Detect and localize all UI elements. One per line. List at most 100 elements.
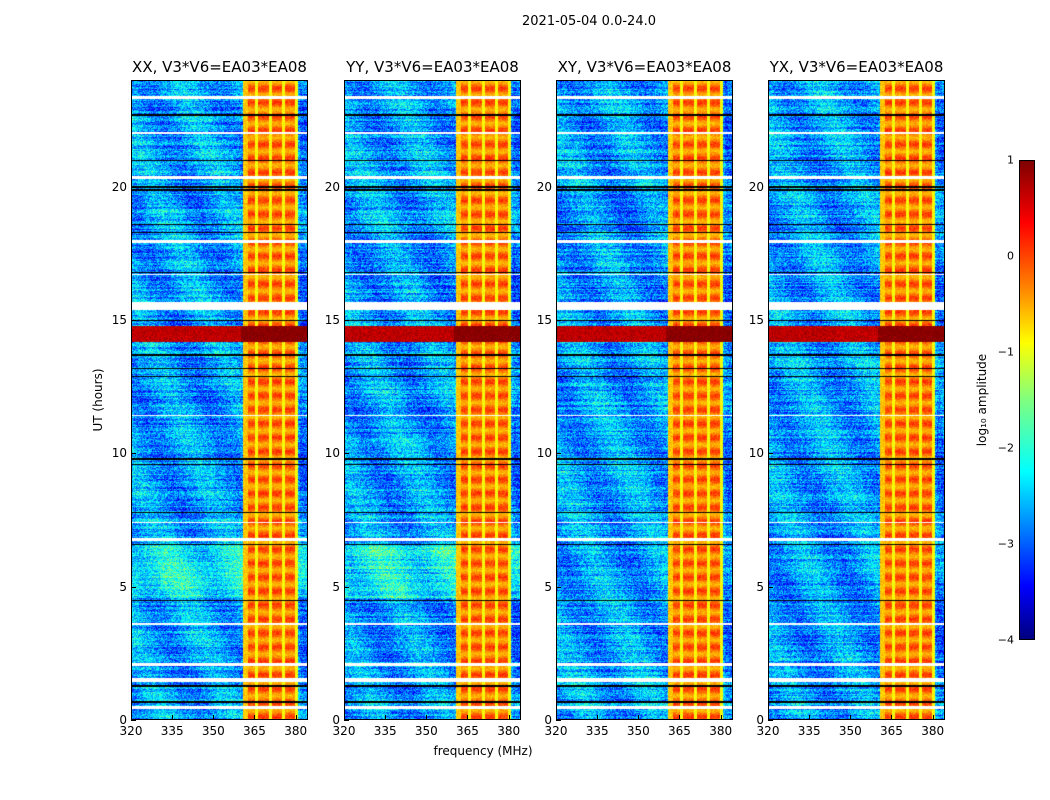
- x-tick-mark: [597, 715, 599, 720]
- y-tick-label: 20: [748, 179, 764, 194]
- x-tick-mark: [768, 715, 769, 720]
- y-tick-mark: [556, 186, 561, 188]
- y-tick-label: 0: [544, 713, 552, 727]
- y-tick-mark: [131, 186, 136, 188]
- y-axis-label: UT (hours): [91, 368, 105, 432]
- x-tick-mark: [556, 715, 557, 720]
- y-tick-mark: [556, 720, 561, 721]
- y-tick-mark: [556, 586, 561, 588]
- x-tick-mark: [172, 715, 174, 720]
- y-tick-mark: [131, 586, 136, 588]
- colorbar-tick-label: 1: [1007, 153, 1014, 167]
- figure-title: 2021-05-04 0.0-24.0: [522, 14, 656, 29]
- panel-title: YY, V3*V6=EA03*EA08: [346, 58, 519, 76]
- panel-title: YX, V3*V6=EA03*EA08: [769, 58, 944, 76]
- x-tick-mark: [131, 715, 132, 720]
- x-tick-mark: [638, 715, 640, 720]
- x-tick-mark: [426, 715, 428, 720]
- x-tick-label: 365: [243, 724, 266, 738]
- x-tick-label: 320: [332, 724, 356, 738]
- x-axis-label: frequency (MHz): [433, 744, 533, 758]
- x-tick-label: 365: [880, 724, 903, 738]
- y-tick-mark: [768, 186, 773, 188]
- x-tick-mark: [254, 715, 256, 720]
- y-tick-mark: [131, 720, 136, 721]
- x-tick-mark: [467, 715, 469, 720]
- heatmap-image: [345, 81, 520, 719]
- colorbar-tick-label: −3: [997, 537, 1014, 551]
- y-tick-mark: [344, 320, 349, 321]
- heatmap-panel-yy: [344, 80, 521, 720]
- y-tick-label: 0: [119, 713, 127, 727]
- x-tick-mark: [720, 715, 722, 720]
- y-tick-label: 10: [748, 446, 764, 461]
- y-tick-mark: [556, 320, 561, 321]
- y-tick-label: 5: [756, 579, 764, 594]
- x-tick-label: 350: [201, 724, 225, 738]
- x-tick-label: 350: [626, 724, 650, 738]
- colorbar-tick-label: −2: [997, 441, 1014, 455]
- x-tick-mark: [385, 715, 387, 720]
- y-tick-label: 15: [748, 313, 764, 327]
- y-tick-mark: [768, 720, 773, 721]
- x-tick-mark: [891, 715, 893, 720]
- y-tick-label: 20: [536, 179, 552, 194]
- x-tick-mark: [213, 715, 215, 720]
- y-tick-mark: [768, 453, 773, 455]
- x-tick-mark: [809, 715, 811, 720]
- x-tick-mark: [850, 715, 852, 720]
- y-tick-label: 5: [332, 579, 340, 594]
- y-tick-mark: [556, 453, 561, 455]
- y-tick-mark: [131, 453, 136, 455]
- y-tick-mark: [344, 720, 349, 721]
- x-tick-label: 380: [921, 724, 945, 738]
- heatmap-image: [557, 81, 732, 719]
- x-tick-mark: [508, 715, 510, 720]
- y-tick-label: 5: [119, 579, 127, 594]
- y-tick-mark: [344, 453, 349, 455]
- x-tick-label: 350: [838, 724, 862, 738]
- heatmap-panel-yx: [768, 80, 945, 720]
- x-tick-label: 335: [373, 724, 397, 738]
- x-tick-label: 335: [160, 724, 184, 738]
- y-tick-label: 10: [111, 446, 127, 461]
- x-tick-mark: [344, 715, 345, 720]
- y-tick-mark: [768, 586, 773, 588]
- y-tick-label: 15: [111, 313, 127, 327]
- x-tick-mark: [679, 715, 681, 720]
- y-tick-label: 10: [536, 446, 552, 461]
- x-tick-label: 335: [585, 724, 609, 738]
- x-tick-label: 350: [414, 724, 438, 738]
- y-tick-label: 20: [324, 179, 340, 194]
- x-tick-label: 320: [756, 724, 780, 738]
- panel-title: XY, V3*V6=EA03*EA08: [557, 58, 732, 76]
- x-tick-label: 320: [544, 724, 568, 738]
- y-tick-label: 20: [111, 179, 127, 194]
- y-tick-label: 0: [756, 713, 764, 727]
- x-tick-mark: [295, 715, 297, 720]
- colorbar-tick-label: −4: [997, 633, 1014, 647]
- colorbar-tick-label: 0: [1007, 249, 1014, 263]
- y-tick-label: 0: [332, 713, 340, 727]
- x-tick-label: 365: [456, 724, 479, 738]
- y-tick-label: 5: [544, 579, 552, 594]
- panel-title: XX, V3*V6=EA03*EA08: [132, 58, 307, 76]
- x-tick-label: 335: [797, 724, 821, 738]
- colorbar: [1019, 160, 1035, 640]
- x-tick-label: 365: [668, 724, 691, 738]
- x-tick-label: 320: [119, 724, 143, 738]
- heatmap-image: [132, 81, 307, 719]
- y-tick-mark: [344, 186, 349, 188]
- x-tick-label: 380: [284, 724, 308, 738]
- y-tick-mark: [768, 320, 773, 321]
- heatmap-panel-xy: [556, 80, 733, 720]
- y-tick-label: 15: [324, 313, 340, 327]
- heatmap-panel-xx: [131, 80, 308, 720]
- x-tick-label: 380: [497, 724, 521, 738]
- colorbar-tick-label: −1: [997, 345, 1014, 359]
- colorbar-label: log₁₀ amplitude: [975, 353, 989, 447]
- y-tick-mark: [344, 586, 349, 588]
- y-tick-mark: [131, 320, 136, 321]
- x-tick-mark: [932, 715, 934, 720]
